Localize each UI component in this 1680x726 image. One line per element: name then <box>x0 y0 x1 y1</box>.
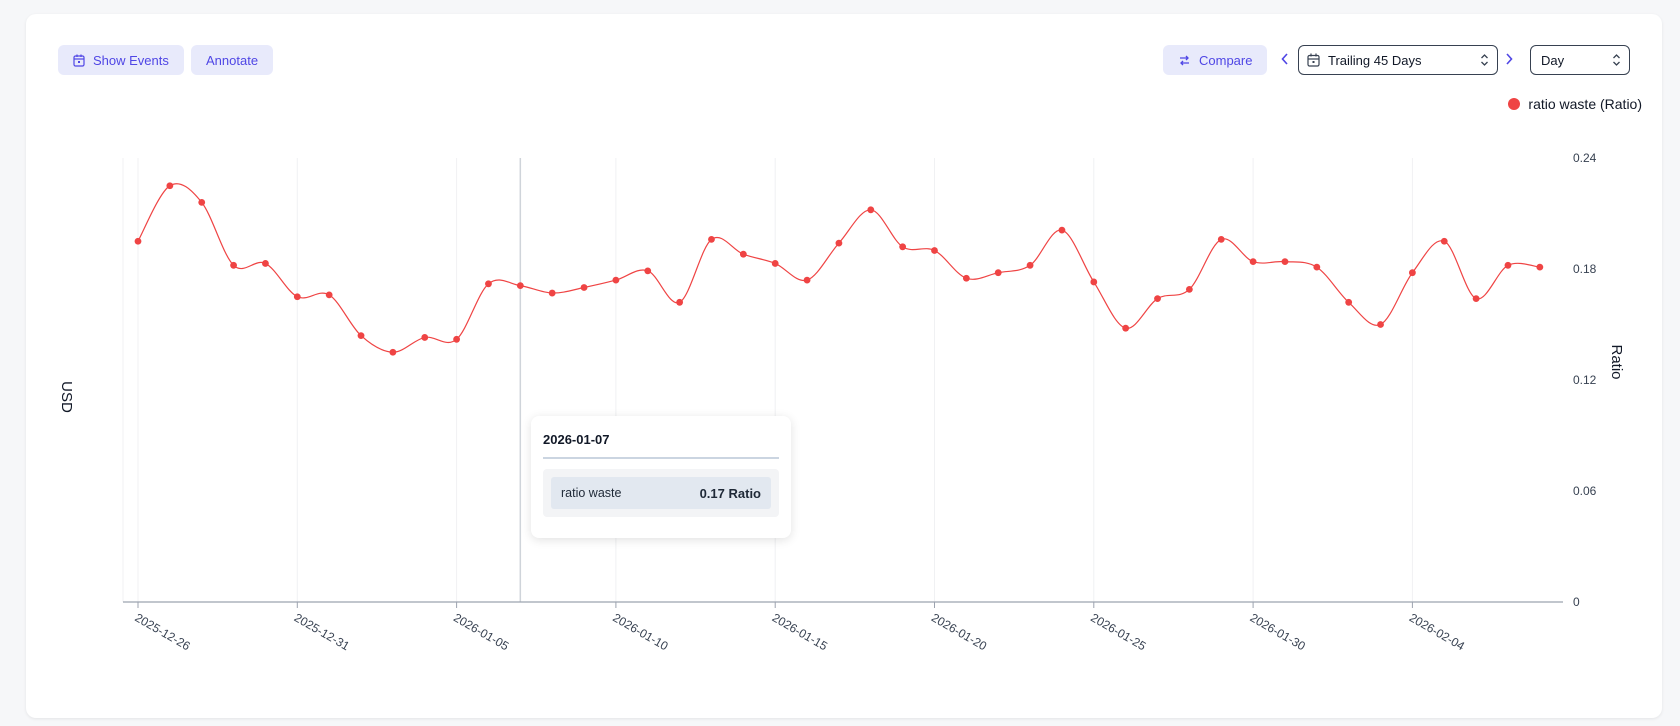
data-point <box>835 239 843 247</box>
data-point <box>1377 321 1384 328</box>
chevron-left-icon <box>1281 53 1288 65</box>
show-events-button[interactable]: Show Events <box>58 45 184 75</box>
data-point <box>516 282 524 290</box>
data-point <box>1122 324 1130 332</box>
data-point <box>166 182 174 190</box>
data-point <box>293 293 301 301</box>
data-point <box>357 332 365 339</box>
tooltip-date: 2026-01-07 <box>543 432 779 459</box>
compare-label: Compare <box>1199 52 1253 68</box>
data-point <box>325 291 333 299</box>
data-point <box>1026 261 1034 269</box>
tooltip-value: 0.17 Ratio <box>699 485 761 501</box>
y-tick-label: 0.18 <box>1573 262 1597 276</box>
data-point <box>1185 285 1193 293</box>
legend-label: ratio waste (Ratio) <box>1528 96 1642 112</box>
tooltip-row: ratio waste 0.17 Ratio <box>551 477 771 509</box>
annotate-button[interactable]: Annotate <box>191 45 274 75</box>
x-tick-label: 2026-01-10 <box>610 610 670 653</box>
data-point <box>262 260 269 267</box>
data-point <box>676 298 684 306</box>
data-point <box>421 334 429 341</box>
x-tick-label: 2025-12-31 <box>292 610 352 653</box>
data-point <box>1154 295 1161 302</box>
x-tick-label: 2026-01-05 <box>451 610 511 653</box>
x-tick-label: 2026-02-04 <box>1407 610 1467 653</box>
data-point <box>198 199 206 206</box>
data-point <box>1409 269 1416 277</box>
data-point <box>1249 258 1257 265</box>
x-tick-label: 2026-01-30 <box>1248 610 1308 653</box>
data-point <box>548 289 556 297</box>
next-range-button[interactable] <box>1502 49 1516 69</box>
granularity-value: Day <box>1541 52 1565 68</box>
data-point <box>485 280 492 288</box>
data-point <box>389 348 397 356</box>
annotate-label: Annotate <box>206 52 259 68</box>
calendar-icon <box>73 54 85 67</box>
calendar-icon <box>1307 53 1320 67</box>
data-point <box>1058 226 1066 234</box>
data-point <box>1313 263 1321 271</box>
data-point <box>1472 295 1480 302</box>
legend-swatch <box>1508 98 1521 110</box>
chart-tooltip: 2026-01-07 ratio waste 0.17 Ratio <box>531 416 791 538</box>
data-point <box>962 274 970 282</box>
data-point <box>1345 298 1353 306</box>
data-point <box>1504 261 1512 269</box>
chart-legend[interactable]: ratio waste (Ratio) <box>1508 96 1642 112</box>
data-point <box>708 236 715 243</box>
data-point <box>803 276 811 284</box>
x-tick-label: 2025-12-26 <box>133 610 193 653</box>
data-point <box>453 335 460 343</box>
y-tick-label: 0.06 <box>1573 484 1597 498</box>
data-point <box>1217 236 1225 243</box>
y-tick-label: 0 <box>1573 595 1580 609</box>
data-point <box>771 260 779 267</box>
data-point <box>1536 263 1544 271</box>
previous-range-button[interactable] <box>1278 49 1292 69</box>
data-point <box>899 243 907 251</box>
data-point <box>931 247 938 254</box>
data-point <box>612 276 620 284</box>
data-point <box>580 284 588 291</box>
chevron-right-icon <box>1506 53 1513 65</box>
data-point <box>134 237 142 245</box>
chart-card <box>26 14 1662 718</box>
data-point <box>1090 278 1098 286</box>
updown-chevron-icon <box>1481 54 1488 66</box>
data-point <box>230 261 237 269</box>
date-range-select[interactable]: Trailing 45 Days <box>1298 45 1498 75</box>
compare-button[interactable]: Compare <box>1163 45 1268 75</box>
show-events-label: Show Events <box>93 52 169 68</box>
updown-chevron-icon <box>1613 54 1620 66</box>
y-tick-label: 0.24 <box>1573 151 1597 165</box>
series-line <box>137 183 1540 353</box>
y-axis-title-right: Ratio <box>1608 344 1625 379</box>
compare-icon <box>1180 55 1189 65</box>
data-point <box>867 206 875 214</box>
data-point <box>1281 258 1289 265</box>
x-tick-label: 2026-01-25 <box>1088 610 1148 653</box>
granularity-select[interactable]: Day <box>1530 45 1630 75</box>
data-point <box>994 269 1002 277</box>
data-point <box>644 267 652 275</box>
data-point <box>1440 237 1448 245</box>
tooltip-body: ratio waste 0.17 Ratio <box>543 469 779 517</box>
date-range-value: Trailing 45 Days <box>1328 52 1422 68</box>
y-axis-title-left: USD <box>58 381 75 413</box>
x-tick-label: 2026-01-15 <box>770 610 830 653</box>
data-point <box>739 250 747 258</box>
x-tick-label: 2026-01-20 <box>929 610 989 653</box>
y-tick-label: 0.12 <box>1573 373 1597 387</box>
tooltip-series-name: ratio waste <box>561 486 622 500</box>
